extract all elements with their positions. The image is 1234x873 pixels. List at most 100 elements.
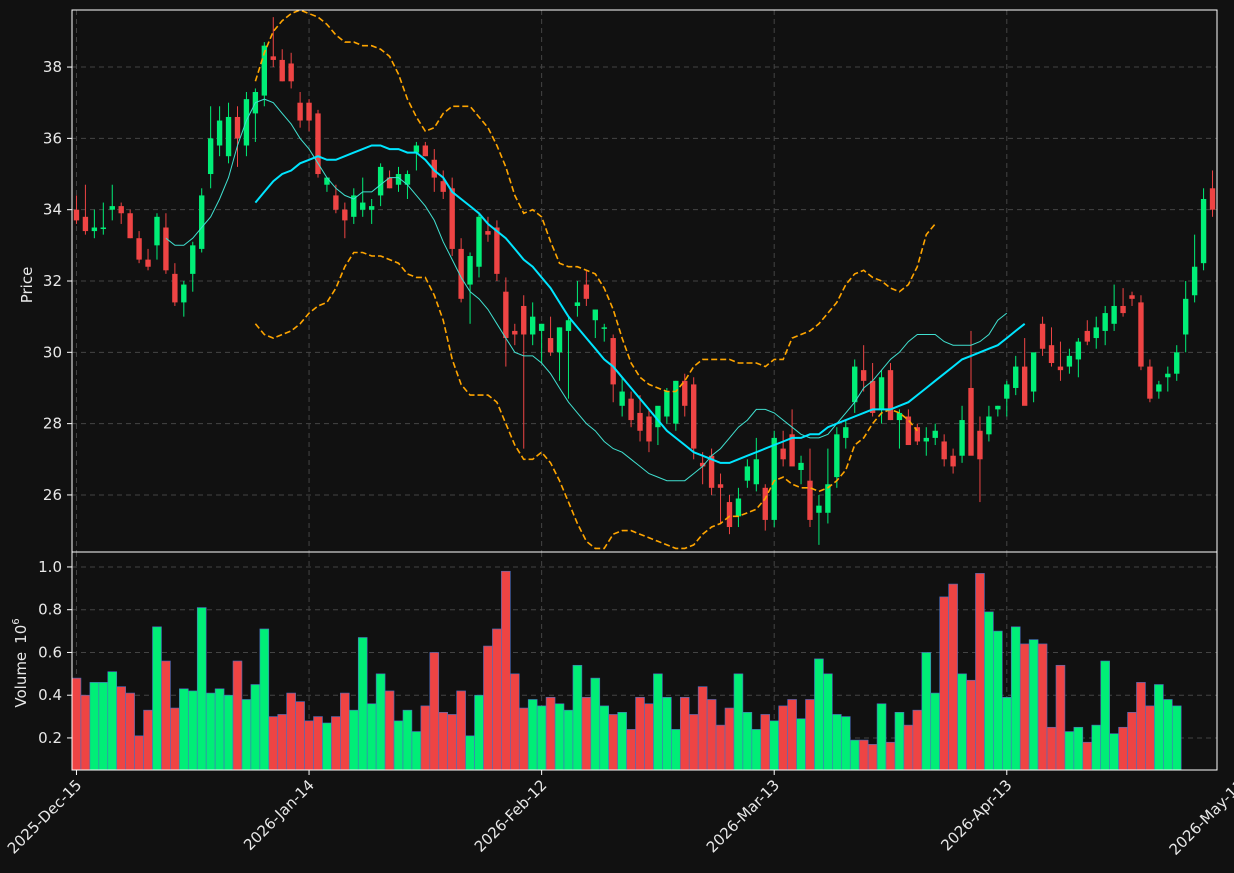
candle-body <box>100 227 106 230</box>
candle-body <box>476 216 482 267</box>
candle-body <box>1191 266 1198 296</box>
candle-body <box>843 427 849 438</box>
volume-bar <box>259 628 270 771</box>
volume-bar <box>89 682 100 771</box>
candle-body <box>360 202 366 210</box>
candle-body <box>619 391 625 406</box>
volume-bar <box>545 697 556 771</box>
candle-body <box>512 330 518 335</box>
candle-body <box>574 302 581 306</box>
volume-bar <box>984 611 994 771</box>
volume-bar <box>1002 697 1012 771</box>
candle-body <box>628 398 634 421</box>
volume-bar <box>679 697 690 771</box>
volume-bar <box>1019 643 1030 771</box>
candle-body <box>852 366 858 403</box>
volume-bar <box>510 673 520 771</box>
candle-body <box>1075 341 1082 360</box>
candle-body <box>896 412 903 421</box>
volume-bar <box>393 720 404 771</box>
volume-bar <box>501 570 511 771</box>
candle-body <box>1120 305 1126 314</box>
volume-bar <box>125 692 135 771</box>
volume-bar <box>1118 726 1128 771</box>
volume-bar <box>349 709 359 771</box>
volume-bar <box>402 709 413 771</box>
volume-bar <box>796 718 806 771</box>
volume-bar <box>196 607 207 771</box>
price-axis-label: Price <box>18 267 36 304</box>
candle-body <box>1021 366 1028 406</box>
candle-body <box>583 284 590 299</box>
volume-bar <box>993 630 1003 771</box>
candle-body <box>521 305 527 335</box>
slow-moving-average-line <box>165 98 1008 482</box>
candle-body <box>798 462 804 470</box>
candle-body <box>825 484 831 513</box>
candle-body <box>413 145 420 153</box>
volume-bar <box>304 720 314 771</box>
volume-tick-label: 0.8 <box>38 601 62 619</box>
candle-body <box>127 213 133 239</box>
volume-bar <box>536 705 547 771</box>
candle-body <box>691 384 697 449</box>
candle-body <box>735 498 742 517</box>
candle-body <box>503 291 509 339</box>
volume-bar <box>1064 731 1075 771</box>
volume-bar <box>948 583 958 771</box>
candle-body <box>342 209 348 221</box>
volume-bar <box>1145 705 1155 771</box>
volume-bar <box>143 709 153 771</box>
volume-bar <box>268 716 279 771</box>
volume-bar <box>384 690 395 771</box>
volume-bar <box>1037 643 1048 771</box>
candle-body <box>181 284 187 303</box>
price-tick-label: 38 <box>43 58 62 76</box>
candle-body <box>91 227 98 232</box>
candle-body <box>279 59 285 82</box>
candle-body <box>1174 352 1180 374</box>
volume-bar <box>375 673 386 771</box>
candle-body <box>1030 352 1037 392</box>
candle-body <box>547 338 554 353</box>
volume-bar <box>635 697 645 771</box>
candle-body <box>538 323 545 331</box>
volume-bar <box>849 739 860 771</box>
volume-bar <box>644 703 654 771</box>
candle-body <box>834 434 840 478</box>
volume-bar <box>554 703 565 771</box>
candle-body <box>395 174 402 185</box>
candle-body <box>1066 355 1073 367</box>
volume-bar <box>832 714 842 771</box>
volume-bar <box>250 684 261 771</box>
candle-body <box>1138 302 1144 367</box>
volume-bar <box>1100 660 1110 771</box>
volume-bar <box>894 711 905 771</box>
candle-body <box>905 416 912 446</box>
volume-bar <box>1109 733 1119 771</box>
candle-body <box>449 188 455 249</box>
volume-bar <box>563 709 574 771</box>
candle-body <box>440 181 446 192</box>
volume-bar <box>205 692 216 771</box>
price-gridlines <box>72 10 1217 552</box>
candle-body <box>297 102 303 121</box>
volume-bar <box>858 739 869 771</box>
candle-body <box>655 405 661 428</box>
candle-body <box>530 316 536 335</box>
candle-body <box>306 102 312 121</box>
upper-band-line <box>254 9 936 393</box>
volume-bar <box>527 699 538 771</box>
volume-bar <box>1163 699 1173 771</box>
volume-bar <box>71 677 82 771</box>
volume-bar <box>214 688 225 771</box>
volume-bar <box>885 741 896 771</box>
volume-bar <box>1046 726 1057 771</box>
fast-moving-average-line <box>254 144 1026 464</box>
volume-bar <box>626 729 636 771</box>
volume-bar <box>447 714 457 771</box>
volume-tick-label: 1.0 <box>38 558 62 576</box>
volume-bar <box>769 720 779 771</box>
candle-body <box>995 405 1001 410</box>
